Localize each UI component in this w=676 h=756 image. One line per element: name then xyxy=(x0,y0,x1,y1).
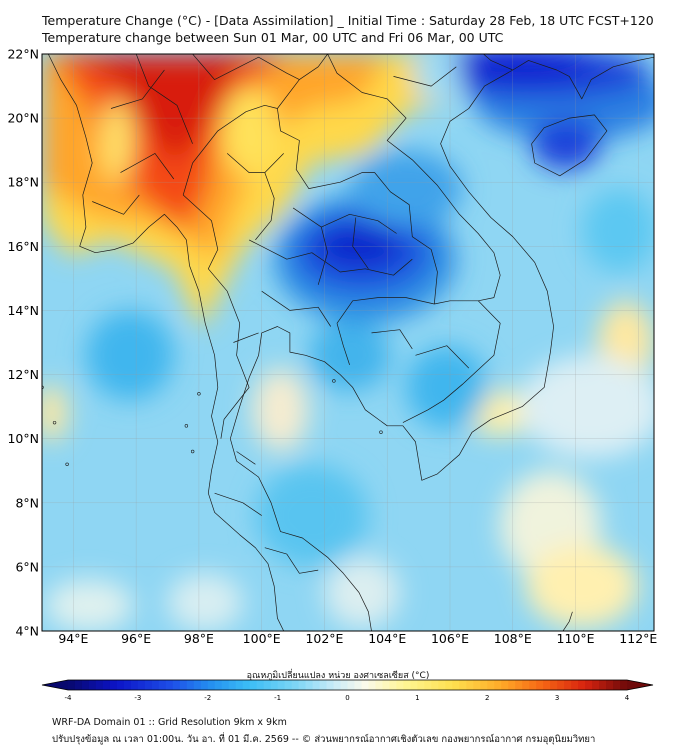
lon-tick-label: 94°E xyxy=(58,631,88,646)
lon-tick-label: 110°E xyxy=(557,631,595,646)
colorbar-tick-label: 0 xyxy=(345,694,349,702)
colorbar-label: อุณหภูมิเปลี่ยนแปลง หน่วย องศาเซลเซียส (… xyxy=(246,671,430,681)
temperature-field xyxy=(42,54,654,631)
footer-model-info: WRF-DA Domain 01 :: Grid Resolution 9km … xyxy=(52,717,287,728)
longitude-axis: 94°E 96°E 98°E 100°E 102°E 104°E 106°E 1… xyxy=(58,631,657,646)
latitude-axis: 22°N 20°N 18°N 16°N 14°N 12°N 10°N 8°N 6… xyxy=(7,47,39,639)
footer-credit: ปรับปรุงข้อมูล ณ เวลา 01:00น. วัน อา. ที… xyxy=(52,734,596,745)
map-frame xyxy=(41,53,655,632)
map-title: Temperature Change (°C) - [Data Assimila… xyxy=(42,13,654,28)
lat-tick-label: 12°N xyxy=(7,367,39,382)
colorbar-tick-label: -4 xyxy=(65,694,73,702)
lat-tick-label: 14°N xyxy=(7,303,39,318)
lat-tick-label: 10°N xyxy=(7,431,39,446)
lat-tick-label: 4°N xyxy=(15,624,39,639)
lat-tick-label: 20°N xyxy=(7,111,39,126)
lat-tick-label: 16°N xyxy=(7,239,39,254)
lon-tick-label: 112°E xyxy=(619,631,657,646)
lon-tick-label: 102°E xyxy=(305,631,343,646)
lon-tick-label: 96°E xyxy=(121,631,151,646)
colorbar-tick-label: 3 xyxy=(555,694,559,702)
lon-tick-label: 108°E xyxy=(494,631,532,646)
map-subtitle: Temperature change between Sun 01 Mar, 0… xyxy=(42,30,504,45)
lon-tick-label: 104°E xyxy=(368,631,406,646)
colorbar-tick-label: -1 xyxy=(274,694,281,702)
colorbar-tick-label: -2 xyxy=(204,694,211,702)
colorbar-tick-label: -3 xyxy=(134,694,141,702)
lon-tick-label: 100°E xyxy=(243,631,281,646)
colorbar-ticks: -4 -3 -2 -1 0 1 2 3 4 xyxy=(65,694,630,702)
lat-tick-label: 22°N xyxy=(7,47,39,62)
colorbar-tick-label: 1 xyxy=(415,694,419,702)
lat-tick-label: 6°N xyxy=(15,559,39,574)
gridlines xyxy=(42,54,654,631)
lat-tick-label: 8°N xyxy=(15,495,39,510)
lon-tick-label: 98°E xyxy=(184,631,214,646)
lon-tick-label: 106°E xyxy=(431,631,469,646)
colorbar-tick-label: 4 xyxy=(625,694,630,702)
country-borders xyxy=(42,54,654,631)
lat-tick-label: 18°N xyxy=(7,175,39,190)
colorbar xyxy=(41,679,654,691)
colorbar-tick-label: 2 xyxy=(485,694,489,702)
